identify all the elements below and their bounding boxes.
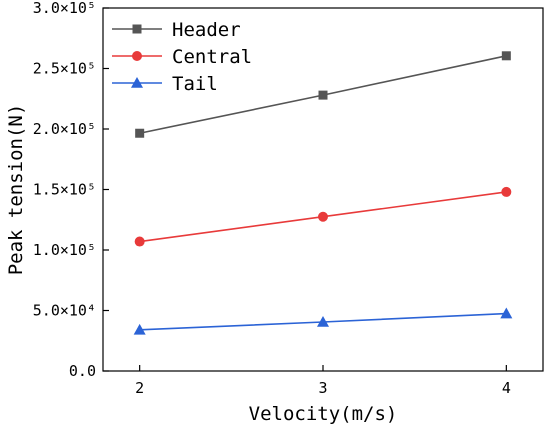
- y-tick-label: 1.0×10⁵: [33, 241, 96, 259]
- legend: Header Central Tail: [112, 19, 252, 95]
- x-tick-label: 2: [135, 379, 144, 397]
- series-tail: [133, 307, 513, 335]
- legend-item-header: Header: [112, 19, 241, 41]
- data-point: [318, 90, 328, 100]
- legend-label: Header: [172, 19, 241, 41]
- data-point: [500, 307, 513, 319]
- y-tick-label: 2.5×10⁵: [33, 60, 96, 78]
- x-axis-label: Velocity(m/s): [249, 403, 398, 425]
- legend-item-central: Central: [112, 46, 252, 68]
- series-layer: [133, 51, 513, 335]
- x-axis-ticks: 2 3 4: [135, 365, 511, 397]
- y-tick-label: 0.0: [69, 362, 96, 380]
- legend-label: Central: [172, 46, 252, 68]
- data-point: [134, 236, 145, 247]
- y-tick-label: 1.5×10⁵: [33, 181, 96, 199]
- y-tick-label: 2.0×10⁵: [33, 120, 96, 138]
- x-tick-label: 3: [318, 379, 327, 397]
- series-central: [134, 186, 512, 247]
- legend-marker: [132, 24, 142, 34]
- y-tick-label: 3.0×10⁵: [33, 0, 96, 17]
- legend-marker: [131, 77, 143, 88]
- y-tick-label: 5.0×10⁴: [33, 302, 96, 320]
- legend-label: Tail: [172, 73, 218, 95]
- data-point: [317, 315, 329, 327]
- y-axis-ticks: 0.0 5.0×10⁴ 1.0×10⁵ 1.5×10⁵ 2.0×10⁵ 2.5×10⁵ 3.…: [33, 0, 109, 380]
- data-point: [133, 323, 146, 335]
- x-tick-label: 4: [502, 379, 511, 397]
- data-point: [501, 186, 512, 197]
- legend-marker: [132, 51, 142, 61]
- data-point: [501, 51, 511, 61]
- data-point: [318, 211, 328, 222]
- legend-item-tail: Tail: [112, 73, 218, 95]
- data-point: [135, 128, 145, 138]
- series-header: [135, 51, 511, 138]
- y-axis-label: Peak tension(N): [5, 104, 27, 276]
